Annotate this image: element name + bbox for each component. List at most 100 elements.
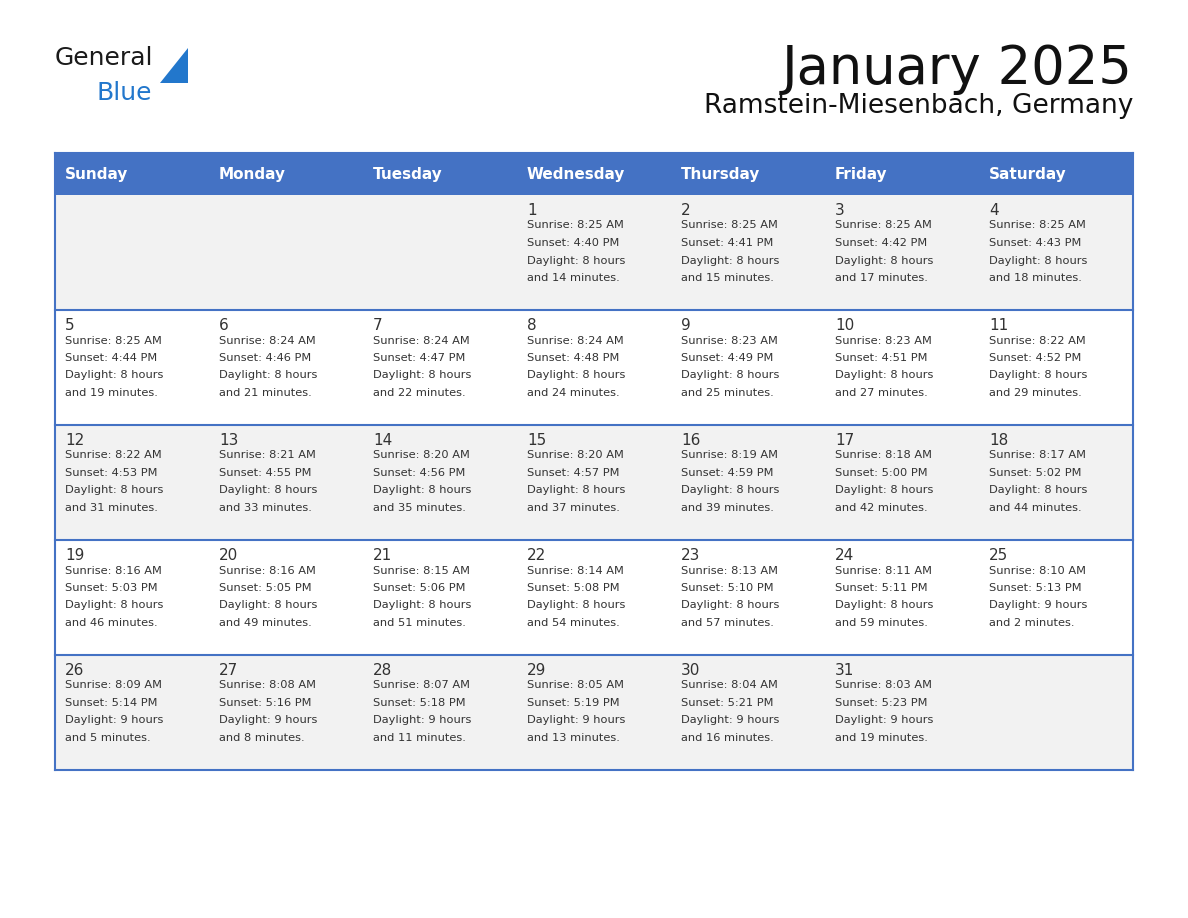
Text: Thursday: Thursday <box>681 166 760 182</box>
Text: Daylight: 8 hours: Daylight: 8 hours <box>219 371 317 380</box>
Bar <box>55 425 1133 540</box>
Text: Daylight: 9 hours: Daylight: 9 hours <box>65 715 164 725</box>
Text: Daylight: 8 hours: Daylight: 8 hours <box>373 486 472 496</box>
Text: Sunset: 4:52 PM: Sunset: 4:52 PM <box>988 353 1081 363</box>
Text: Sunset: 4:42 PM: Sunset: 4:42 PM <box>835 238 928 248</box>
Text: Daylight: 8 hours: Daylight: 8 hours <box>527 486 625 496</box>
Text: Sunrise: 8:18 AM: Sunrise: 8:18 AM <box>835 451 933 461</box>
Text: 19: 19 <box>65 548 84 563</box>
Text: Sunrise: 8:07 AM: Sunrise: 8:07 AM <box>373 680 470 690</box>
Text: 3: 3 <box>835 203 845 218</box>
Text: Sunset: 5:03 PM: Sunset: 5:03 PM <box>65 583 158 593</box>
Text: and 14 minutes.: and 14 minutes. <box>527 273 620 283</box>
Text: Sunrise: 8:25 AM: Sunrise: 8:25 AM <box>681 220 778 230</box>
Text: 5: 5 <box>65 318 75 333</box>
Bar <box>55 540 1133 655</box>
Text: and 49 minutes.: and 49 minutes. <box>219 618 311 628</box>
Text: Sunrise: 8:13 AM: Sunrise: 8:13 AM <box>681 565 778 576</box>
Text: and 19 minutes.: and 19 minutes. <box>65 388 158 398</box>
Text: Daylight: 8 hours: Daylight: 8 hours <box>65 486 164 496</box>
Text: and 21 minutes.: and 21 minutes. <box>219 388 311 398</box>
Text: Daylight: 8 hours: Daylight: 8 hours <box>373 371 472 380</box>
Text: 22: 22 <box>527 548 546 563</box>
Text: Tuesday: Tuesday <box>373 166 443 182</box>
Bar <box>55 195 1133 310</box>
Text: Daylight: 8 hours: Daylight: 8 hours <box>988 486 1087 496</box>
Bar <box>517 153 671 195</box>
Text: and 44 minutes.: and 44 minutes. <box>988 503 1081 513</box>
Text: Daylight: 8 hours: Daylight: 8 hours <box>219 600 317 610</box>
Text: Daylight: 8 hours: Daylight: 8 hours <box>527 600 625 610</box>
Bar <box>979 153 1133 195</box>
Text: Sunset: 4:55 PM: Sunset: 4:55 PM <box>219 468 311 478</box>
Text: Sunset: 5:00 PM: Sunset: 5:00 PM <box>835 468 928 478</box>
Text: Daylight: 9 hours: Daylight: 9 hours <box>373 715 472 725</box>
Text: 8: 8 <box>527 318 537 333</box>
Bar <box>55 310 1133 425</box>
Text: Sunset: 4:51 PM: Sunset: 4:51 PM <box>835 353 928 363</box>
Text: Daylight: 8 hours: Daylight: 8 hours <box>65 371 164 380</box>
Text: 2: 2 <box>681 203 690 218</box>
Text: Sunset: 4:47 PM: Sunset: 4:47 PM <box>373 353 466 363</box>
Text: Sunrise: 8:24 AM: Sunrise: 8:24 AM <box>219 335 316 345</box>
Text: Sunrise: 8:23 AM: Sunrise: 8:23 AM <box>681 335 778 345</box>
Text: and 2 minutes.: and 2 minutes. <box>988 618 1074 628</box>
Text: 6: 6 <box>219 318 229 333</box>
Text: and 46 minutes.: and 46 minutes. <box>65 618 158 628</box>
Text: Sunset: 5:21 PM: Sunset: 5:21 PM <box>681 698 773 708</box>
Text: General: General <box>55 46 153 70</box>
Text: 29: 29 <box>527 663 546 678</box>
Text: Daylight: 8 hours: Daylight: 8 hours <box>65 600 164 610</box>
Text: Daylight: 8 hours: Daylight: 8 hours <box>988 255 1087 265</box>
Text: Daylight: 8 hours: Daylight: 8 hours <box>835 600 934 610</box>
Text: Daylight: 8 hours: Daylight: 8 hours <box>527 255 625 265</box>
Text: Daylight: 8 hours: Daylight: 8 hours <box>681 371 779 380</box>
Text: Sunrise: 8:16 AM: Sunrise: 8:16 AM <box>65 565 162 576</box>
Text: Sunrise: 8:09 AM: Sunrise: 8:09 AM <box>65 680 162 690</box>
Text: Sunset: 5:23 PM: Sunset: 5:23 PM <box>835 698 928 708</box>
Text: Sunset: 4:46 PM: Sunset: 4:46 PM <box>219 353 311 363</box>
Text: Sunrise: 8:03 AM: Sunrise: 8:03 AM <box>835 680 933 690</box>
Text: Sunset: 4:48 PM: Sunset: 4:48 PM <box>527 353 619 363</box>
Text: Sunrise: 8:04 AM: Sunrise: 8:04 AM <box>681 680 778 690</box>
Text: 18: 18 <box>988 433 1009 448</box>
Text: Sunset: 5:19 PM: Sunset: 5:19 PM <box>527 698 620 708</box>
Text: Daylight: 9 hours: Daylight: 9 hours <box>219 715 317 725</box>
Text: Daylight: 8 hours: Daylight: 8 hours <box>835 371 934 380</box>
Text: Sunrise: 8:25 AM: Sunrise: 8:25 AM <box>835 220 931 230</box>
Text: Sunset: 5:05 PM: Sunset: 5:05 PM <box>219 583 311 593</box>
Text: Daylight: 8 hours: Daylight: 8 hours <box>681 600 779 610</box>
Text: 4: 4 <box>988 203 999 218</box>
Text: and 18 minutes.: and 18 minutes. <box>988 273 1082 283</box>
Text: and 51 minutes.: and 51 minutes. <box>373 618 466 628</box>
Text: and 15 minutes.: and 15 minutes. <box>681 273 773 283</box>
Text: 31: 31 <box>835 663 854 678</box>
Text: 12: 12 <box>65 433 84 448</box>
Text: 10: 10 <box>835 318 854 333</box>
Text: Sunrise: 8:25 AM: Sunrise: 8:25 AM <box>527 220 624 230</box>
Text: Daylight: 8 hours: Daylight: 8 hours <box>988 371 1087 380</box>
Text: 1: 1 <box>527 203 537 218</box>
Text: Sunrise: 8:21 AM: Sunrise: 8:21 AM <box>219 451 316 461</box>
Text: and 24 minutes.: and 24 minutes. <box>527 388 620 398</box>
Text: Sunset: 5:16 PM: Sunset: 5:16 PM <box>219 698 311 708</box>
Text: Sunset: 4:44 PM: Sunset: 4:44 PM <box>65 353 157 363</box>
Text: Daylight: 8 hours: Daylight: 8 hours <box>835 486 934 496</box>
Text: 25: 25 <box>988 548 1009 563</box>
Text: Sunrise: 8:05 AM: Sunrise: 8:05 AM <box>527 680 624 690</box>
Text: Sunrise: 8:14 AM: Sunrise: 8:14 AM <box>527 565 624 576</box>
Text: Sunrise: 8:15 AM: Sunrise: 8:15 AM <box>373 565 470 576</box>
Text: 30: 30 <box>681 663 701 678</box>
Text: and 33 minutes.: and 33 minutes. <box>219 503 312 513</box>
Text: and 27 minutes.: and 27 minutes. <box>835 388 928 398</box>
Text: and 13 minutes.: and 13 minutes. <box>527 733 620 743</box>
Text: Sunset: 4:59 PM: Sunset: 4:59 PM <box>681 468 773 478</box>
Text: Sunset: 4:57 PM: Sunset: 4:57 PM <box>527 468 619 478</box>
Text: 14: 14 <box>373 433 392 448</box>
Text: Ramstein-Miesenbach, Germany: Ramstein-Miesenbach, Germany <box>703 93 1133 119</box>
Text: Sunset: 5:10 PM: Sunset: 5:10 PM <box>681 583 773 593</box>
Text: and 39 minutes.: and 39 minutes. <box>681 503 773 513</box>
Text: and 17 minutes.: and 17 minutes. <box>835 273 928 283</box>
Text: Sunrise: 8:25 AM: Sunrise: 8:25 AM <box>65 335 162 345</box>
Text: Sunrise: 8:22 AM: Sunrise: 8:22 AM <box>988 335 1086 345</box>
